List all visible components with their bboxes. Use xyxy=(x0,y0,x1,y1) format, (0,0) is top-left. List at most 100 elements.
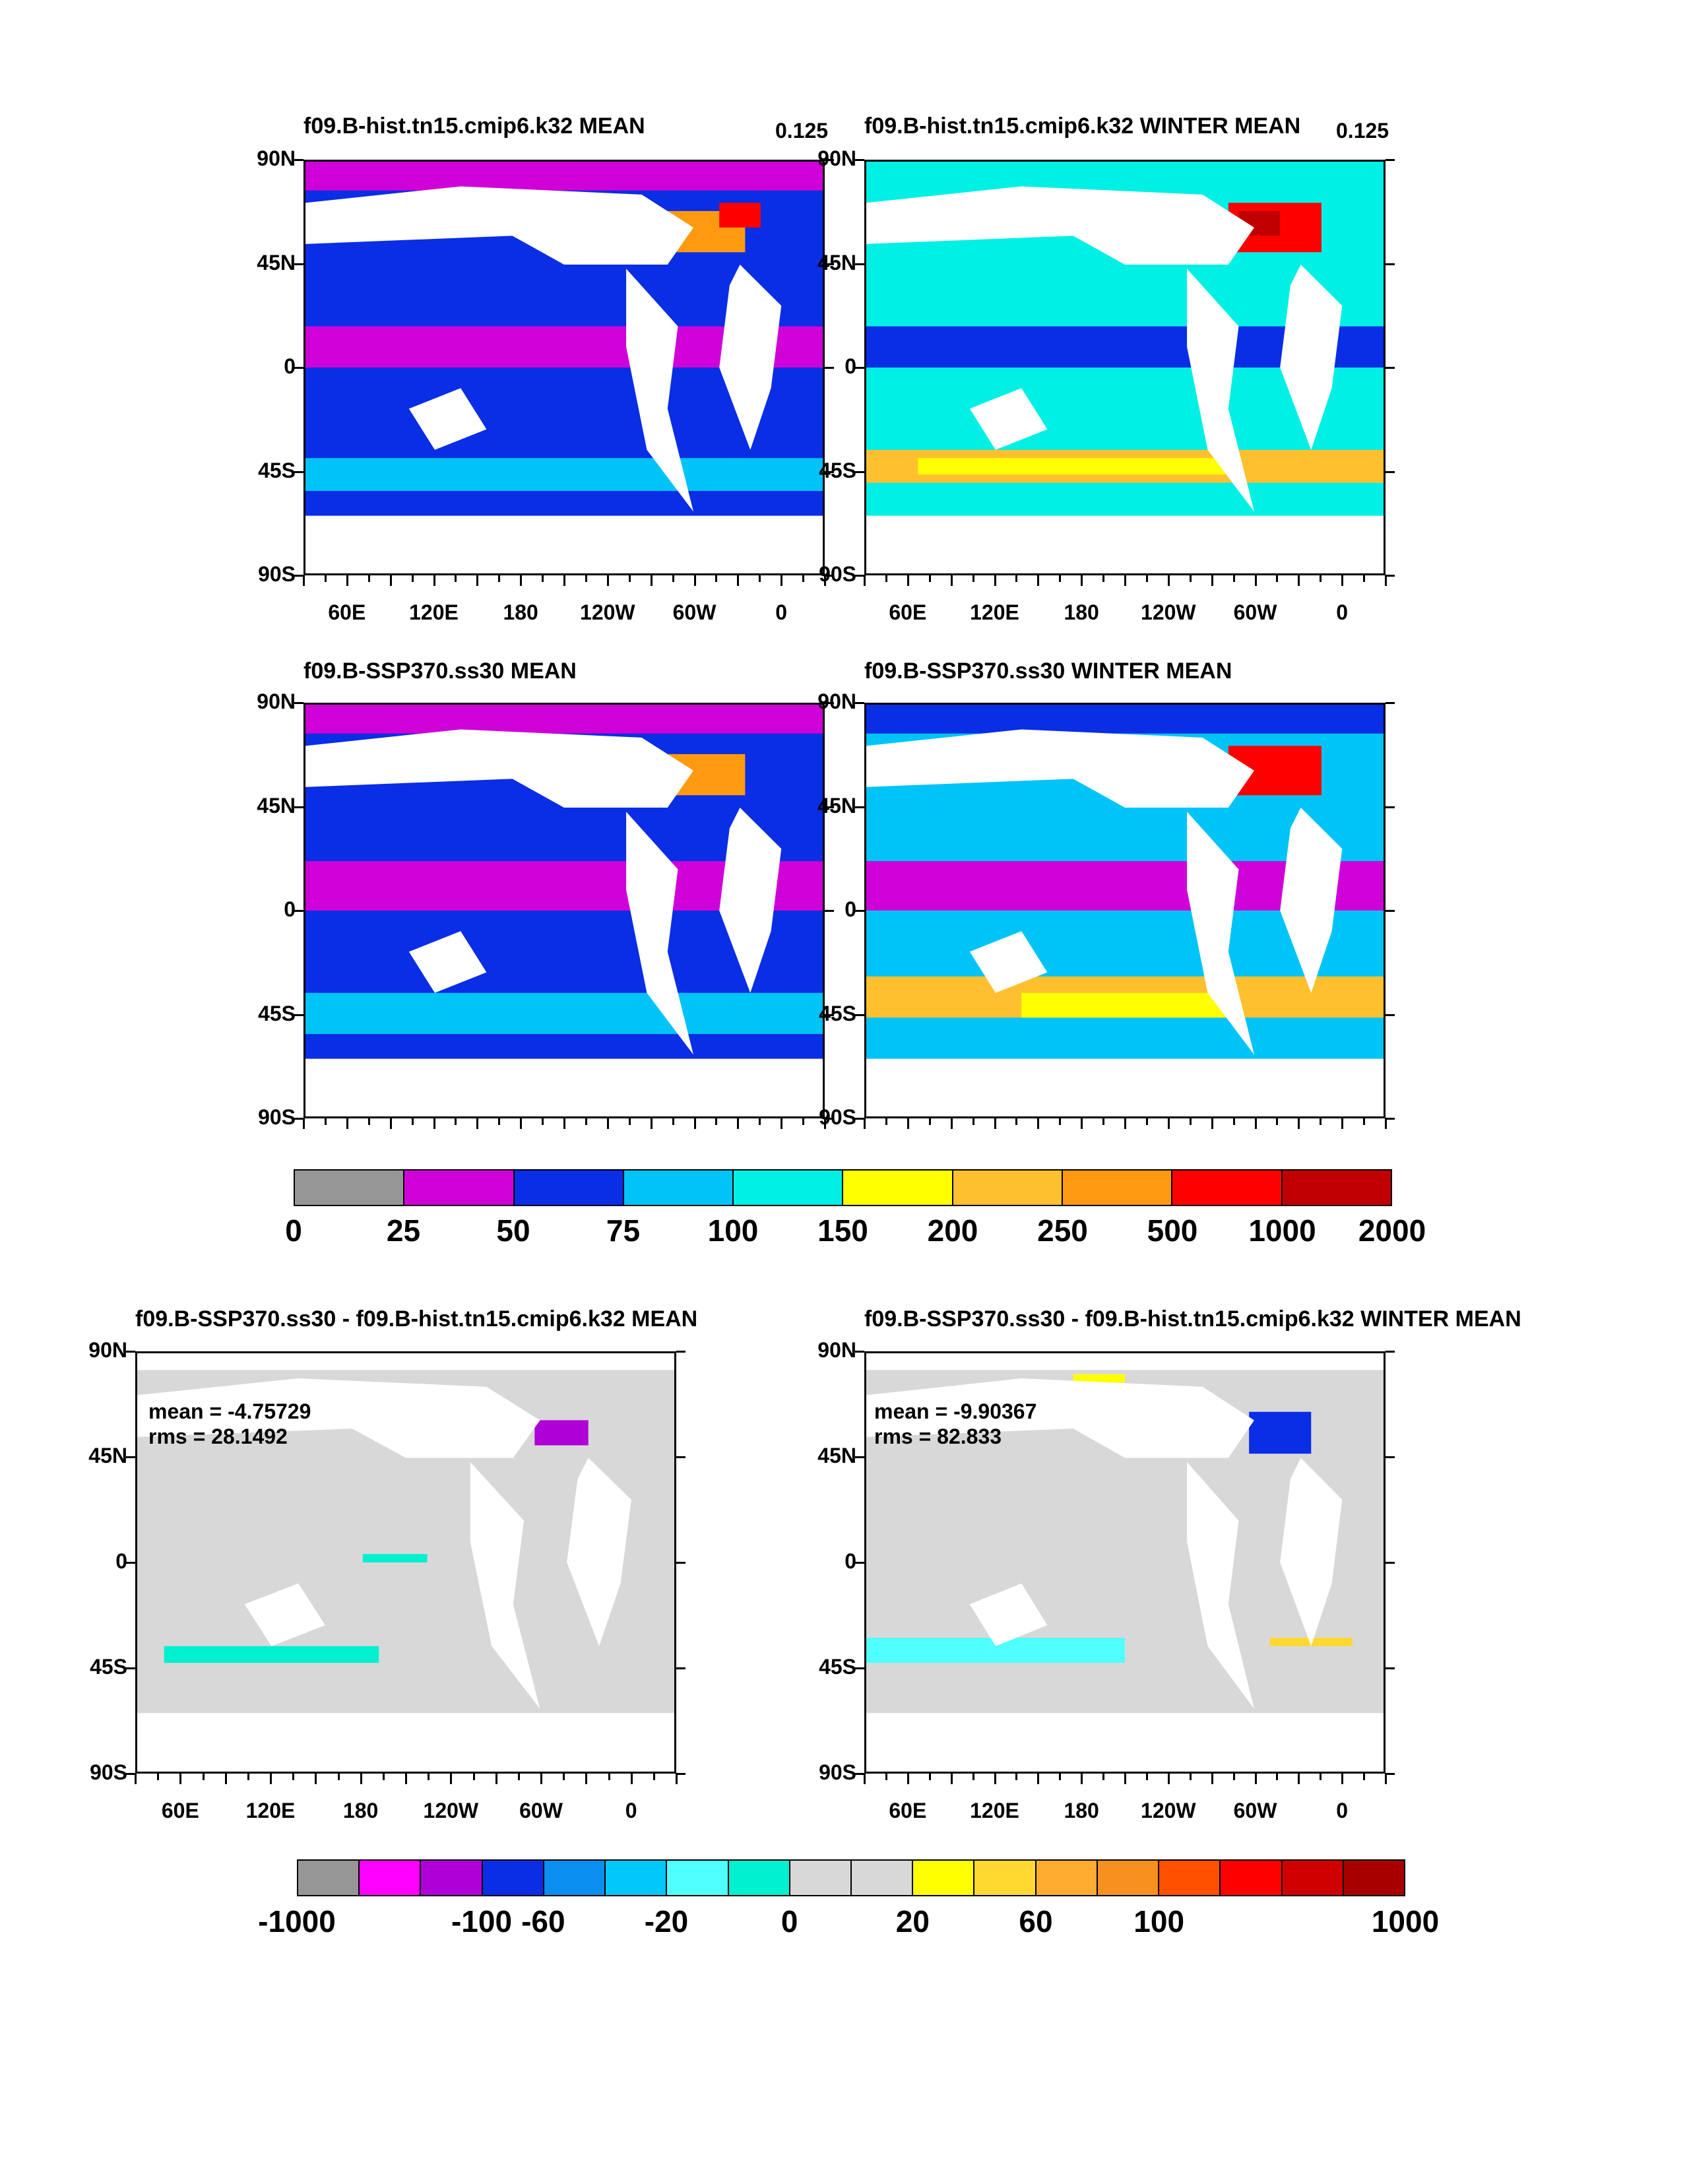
lat-label: 90S xyxy=(90,1760,127,1784)
lat-label: 45N xyxy=(257,250,296,274)
lon-tick xyxy=(324,1118,327,1125)
lat-tick xyxy=(825,159,834,161)
lon-tick xyxy=(737,575,740,586)
lat-tick xyxy=(855,1118,864,1120)
lat-label: 90S xyxy=(819,1760,856,1784)
panel-5-stats: mean = -4.75729 rms = 28.1492 xyxy=(148,1399,311,1449)
lon-tick xyxy=(972,1774,974,1780)
colorbar-label: 200 xyxy=(927,1213,978,1248)
lon-tick xyxy=(476,575,479,586)
panel-6-mean: mean = -9.90367 xyxy=(874,1399,1037,1423)
lon-tick xyxy=(346,1118,348,1129)
lon-tick xyxy=(450,1774,453,1784)
lon-tick xyxy=(433,575,435,586)
panel-2-map xyxy=(864,160,1386,575)
colorbar-label: 150 xyxy=(817,1213,868,1248)
lon-tick xyxy=(1015,575,1018,582)
panel-2-title: f09.B-hist.tn15.cmip6.k32 WINTER MEAN xyxy=(864,113,1301,139)
lat-label: 90S xyxy=(258,1105,296,1129)
lat-label: 45S xyxy=(819,458,856,482)
lat-tick xyxy=(676,1773,685,1775)
lon-tick xyxy=(1037,575,1040,586)
colorbar-label: 1000 xyxy=(1248,1213,1316,1248)
lon-label: 120W xyxy=(423,1799,479,1822)
lon-tick xyxy=(411,575,414,582)
lon-tick xyxy=(563,1774,565,1780)
colorbar-label: 20 xyxy=(895,1904,930,1939)
colorbar-label: 100 xyxy=(707,1213,759,1248)
lon-tick xyxy=(542,575,544,582)
lon-tick xyxy=(498,575,501,582)
lat-tick xyxy=(855,367,864,369)
lon-tick xyxy=(495,1774,497,1784)
lat-tick xyxy=(855,1667,864,1669)
lon-tick xyxy=(994,1774,996,1784)
panel-6-field xyxy=(866,1353,1384,1772)
bottom-colorbar xyxy=(297,1859,1405,1896)
lat-tick xyxy=(126,1562,135,1564)
panel-5-mean: mean = -4.75729 xyxy=(148,1399,311,1423)
lon-tick xyxy=(972,1118,974,1125)
colorbar-swatch xyxy=(1282,1171,1391,1205)
lon-tick xyxy=(405,1774,407,1784)
lon-tick xyxy=(653,1774,655,1780)
lon-tick xyxy=(650,575,653,586)
colorbar-swatch xyxy=(360,1861,422,1895)
lon-tick xyxy=(179,1774,182,1784)
colorbar-swatch xyxy=(953,1171,1064,1205)
lat-tick xyxy=(1386,1773,1395,1775)
lon-tick xyxy=(433,1118,435,1129)
lon-tick xyxy=(1363,1774,1366,1780)
lon-tick xyxy=(1385,1774,1387,1784)
colorbar-swatch xyxy=(298,1861,360,1895)
lon-tick xyxy=(270,1774,272,1784)
panel-4-field xyxy=(866,705,1384,1116)
lon-tick xyxy=(1037,1774,1040,1784)
lon-tick xyxy=(759,1118,761,1125)
lon-label: 60E xyxy=(161,1799,199,1822)
colorbar-swatch xyxy=(544,1861,606,1895)
lon-label: 120W xyxy=(580,600,635,624)
lon-tick xyxy=(737,1118,740,1129)
lat-tick xyxy=(294,1118,303,1120)
lon-tick xyxy=(628,575,631,582)
lon-tick xyxy=(1254,1774,1257,1784)
lat-tick xyxy=(825,702,834,704)
lon-label: 60E xyxy=(328,600,366,624)
colorbar-label: 2000 xyxy=(1358,1213,1426,1248)
lon-tick xyxy=(1081,1774,1083,1784)
panel-5-map xyxy=(135,1351,676,1774)
lon-tick xyxy=(476,1118,479,1129)
lat-tick xyxy=(1386,702,1395,704)
lon-tick xyxy=(928,1118,931,1125)
lon-label: 60W xyxy=(1233,600,1277,624)
lon-tick xyxy=(824,1118,826,1129)
lat-tick xyxy=(294,702,303,704)
colorbar-swatch xyxy=(1343,1861,1404,1895)
lon-tick xyxy=(303,575,305,586)
lon-tick xyxy=(628,1118,631,1125)
lon-label: 180 xyxy=(1064,600,1099,624)
lat-label: 90N xyxy=(88,1338,127,1362)
lat-tick xyxy=(1386,1456,1395,1458)
lon-tick xyxy=(1211,1118,1213,1129)
lon-tick xyxy=(885,1118,887,1125)
lon-tick xyxy=(994,1118,996,1129)
lon-tick xyxy=(1167,575,1170,586)
lon-tick xyxy=(247,1774,249,1780)
panel-3-field xyxy=(305,705,823,1116)
lon-tick xyxy=(315,1774,317,1784)
lon-tick xyxy=(1363,1118,1366,1125)
lon-tick xyxy=(907,575,909,586)
lat-label: 90S xyxy=(819,562,856,586)
lon-tick xyxy=(907,1774,909,1784)
lat-tick xyxy=(676,1456,685,1458)
lat-label: 90N xyxy=(257,146,296,170)
lon-tick xyxy=(1102,575,1105,582)
lon-tick xyxy=(928,1774,931,1780)
lon-tick xyxy=(608,1774,610,1780)
lon-tick xyxy=(1341,1118,1344,1129)
panel-1-field xyxy=(305,162,823,573)
colorbar-swatch xyxy=(728,1861,790,1895)
lon-tick xyxy=(972,575,974,582)
